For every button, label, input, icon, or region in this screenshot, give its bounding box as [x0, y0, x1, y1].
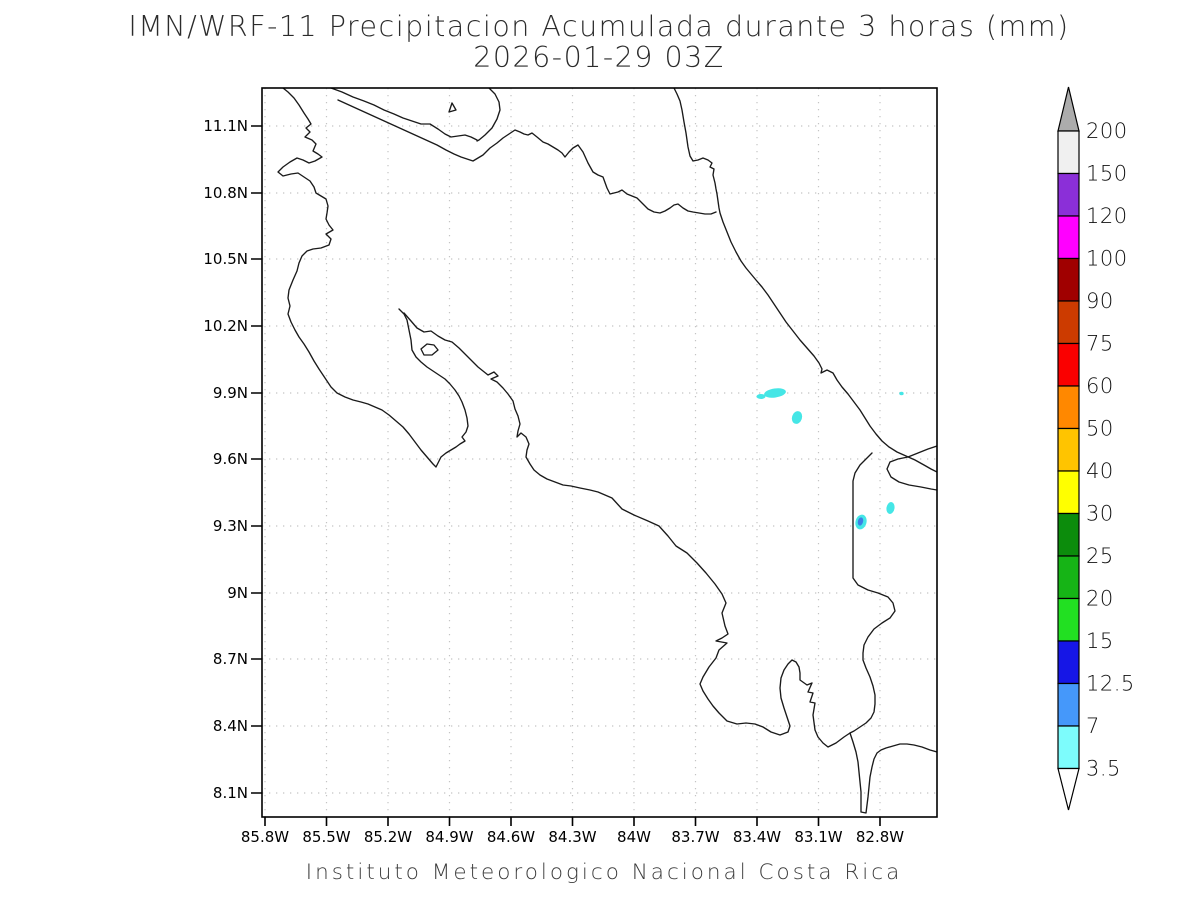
lat-tick-label: 8.4N — [213, 717, 248, 735]
lat-axis-labels: 11.1N 10.8N 10.5N 10.2N 9.9N 9.6N 9.3N 9… — [203, 117, 248, 802]
lake-nicaragua-south-shore — [330, 88, 478, 141]
precip-cell-5 — [886, 502, 895, 514]
lat-tick-label: 9N — [227, 584, 248, 602]
map-valid-time: 2026-01-29 03Z — [473, 41, 724, 74]
lon-tick-label: 85.8W — [241, 828, 289, 846]
chira-island — [420, 343, 439, 356]
colorbar-box-3.5-7 — [1057, 725, 1080, 770]
almirante-bay-coast — [886, 445, 937, 491]
colorbar-label: 40 — [1086, 459, 1114, 483]
colorbar-label: 100 — [1086, 247, 1128, 271]
precip-cell-1 — [764, 388, 786, 398]
colorbar-label: 3.5 — [1086, 757, 1121, 781]
colorbar-label: 150 — [1086, 162, 1128, 186]
lon-tick-marks — [264, 817, 881, 826]
coastline-pacific-south-osa-burica — [403, 312, 937, 814]
colorbar-labels: 200 150 120 100 90 75 60 50 40 30 25 20 … — [1086, 119, 1135, 781]
precip-cells — [756, 388, 904, 530]
colorbar-box-20-25 — [1057, 555, 1080, 600]
colorbar-box-50-60 — [1057, 385, 1080, 430]
lat-tick-marks — [251, 125, 262, 794]
map-plot-area — [262, 88, 937, 817]
lat-tick-label: 9.6N — [213, 450, 248, 468]
colorbar-label: 90 — [1086, 289, 1114, 313]
colorbar-box-120-150 — [1057, 172, 1080, 217]
colorbar-box-100-120 — [1057, 215, 1080, 260]
lat-tick-label: 8.7N — [213, 650, 248, 668]
colorbar-box-7-12.5 — [1057, 682, 1080, 727]
lon-tick-label: 85.2W — [364, 828, 412, 846]
colorbar-label: 12.5 — [1086, 672, 1135, 696]
colorbar-under-arrow — [1057, 767, 1080, 811]
colorbar-box-150-200 — [1057, 130, 1080, 175]
colorbar-box-25-30 — [1057, 512, 1080, 557]
colorbar-box-60-75 — [1057, 342, 1080, 387]
lon-tick-label: 82.8W — [856, 828, 904, 846]
colorbar-box-15-20 — [1057, 597, 1080, 642]
credit-text: Instituto Meteorologico Nacional Costa R… — [306, 860, 903, 885]
colorbar-label: 200 — [1086, 119, 1128, 143]
plot-border — [261, 87, 938, 818]
lon-tick-label: 85.5W — [302, 828, 350, 846]
lat-tick-label: 10.2N — [203, 317, 248, 335]
colorbar-label: 60 — [1086, 374, 1114, 398]
lake-nicaragua-east-shore — [476, 88, 501, 142]
colorbar-label: 25 — [1086, 544, 1114, 568]
colorbar-label: 30 — [1086, 502, 1114, 526]
precip-cell-3 — [899, 391, 904, 396]
colorbar-label: 7 — [1086, 714, 1100, 738]
lon-tick-label: 84.6W — [487, 828, 535, 846]
colorbar-box-40-50 — [1057, 427, 1080, 472]
panama-border-line — [849, 452, 896, 734]
lat-tick-label: 8.1N — [213, 784, 248, 802]
lon-tick-label: 84.9W — [425, 828, 473, 846]
coastlines — [277, 88, 937, 814]
coastline-pacific-nicoya — [277, 88, 469, 468]
precip-cell-1b — [756, 394, 766, 399]
lat-tick-label: 9.9N — [213, 384, 248, 402]
colorbar: 200 150 120 100 90 75 60 50 40 30 25 20 … — [1057, 86, 1135, 811]
colorbar-box-30-40 — [1057, 470, 1080, 515]
lon-tick-label: 83.1W — [794, 828, 842, 846]
lon-tick-label: 84.3W — [548, 828, 596, 846]
graticule-gridlines — [262, 88, 937, 817]
colorbar-label: 75 — [1086, 332, 1114, 356]
lat-tick-label: 11.1N — [203, 117, 248, 135]
lake-island — [448, 102, 457, 113]
colorbar-label: 15 — [1086, 629, 1114, 653]
precip-cell-4-core — [857, 517, 864, 526]
colorbar-label: 120 — [1086, 204, 1128, 228]
colorbar-box-75-90 — [1057, 300, 1080, 345]
lat-tick-label: 10.8N — [203, 184, 248, 202]
map-title: IMN/WRF-11 Precipitacion Acumulada duran… — [128, 10, 1069, 43]
lat-tick-label: 9.3N — [213, 517, 248, 535]
precip-cell-2 — [791, 411, 803, 424]
coastline-caribbean — [673, 88, 937, 473]
colorbar-label: 20 — [1086, 587, 1114, 611]
lat-tick-label: 10.5N — [203, 250, 248, 268]
rio-san-juan-lowland-line — [337, 99, 717, 215]
lon-axis-labels: 85.8W 85.5W 85.2W 84.9W 84.6W 84.3W 84W … — [241, 828, 904, 846]
colorbar-label: 50 — [1086, 417, 1114, 441]
lon-tick-label: 83.7W — [671, 828, 719, 846]
lon-tick-label: 84W — [617, 828, 651, 846]
colorbar-box-12.5-15 — [1057, 640, 1080, 685]
colorbar-box-90-100 — [1057, 257, 1080, 302]
lon-tick-label: 83.4W — [733, 828, 781, 846]
